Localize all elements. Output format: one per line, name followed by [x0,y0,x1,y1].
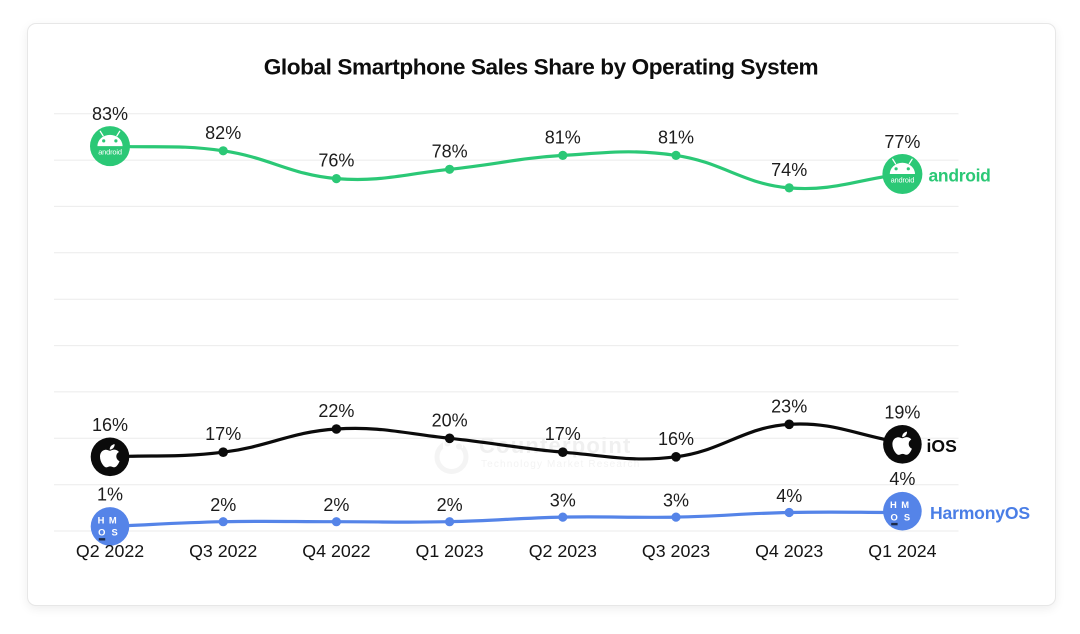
svg-text:android: android [891,175,915,184]
svg-text:16%: 16% [92,415,128,435]
svg-text:android: android [929,166,991,186]
svg-text:Q1 2023: Q1 2023 [415,541,483,561]
svg-text:81%: 81% [658,127,694,147]
svg-text:23%: 23% [771,396,807,416]
svg-text:S: S [111,527,117,538]
svg-text:4%: 4% [889,469,915,489]
svg-text:M: M [901,499,909,510]
svg-text:Q3 2022: Q3 2022 [189,541,257,561]
svg-text:2%: 2% [323,495,349,515]
svg-text:2%: 2% [437,495,463,515]
svg-text:17%: 17% [545,424,581,444]
svg-text:2%: 2% [210,495,236,515]
svg-text:22%: 22% [318,401,354,421]
svg-text:4%: 4% [776,486,802,506]
svg-text:H: H [98,514,105,525]
svg-text:82%: 82% [205,123,241,143]
svg-text:Q1 2024: Q1 2024 [868,541,936,561]
svg-text:83%: 83% [92,104,128,124]
svg-text:3%: 3% [550,491,576,511]
svg-text:19%: 19% [884,402,920,422]
svg-text:78%: 78% [432,141,468,161]
svg-text:Q4 2023: Q4 2023 [755,541,823,561]
svg-text:S: S [904,511,910,522]
svg-text:Q2 2023: Q2 2023 [529,541,597,561]
svg-text:3%: 3% [663,491,689,511]
svg-text:H: H [890,499,897,510]
svg-text:1%: 1% [97,484,123,504]
svg-text:Q3 2023: Q3 2023 [642,541,710,561]
svg-text:O: O [98,527,105,538]
svg-text:74%: 74% [771,160,807,180]
svg-text:Q4 2022: Q4 2022 [302,541,370,561]
svg-text:O: O [891,511,898,522]
svg-text:iOS: iOS [927,436,958,456]
svg-text:M: M [109,514,117,525]
svg-text:20%: 20% [432,410,468,430]
svg-text:76%: 76% [318,151,354,171]
svg-text:81%: 81% [545,127,581,147]
svg-text:Technology Market Research: Technology Market Research [481,459,640,470]
svg-text:Q2 2022: Q2 2022 [76,541,144,561]
svg-text:Global Smartphone Sales Share: Global Smartphone Sales Share by Operati… [264,54,818,79]
svg-text:HarmonyOS: HarmonyOS [930,503,1030,523]
svg-text:17%: 17% [205,424,241,444]
svg-text:16%: 16% [658,429,694,449]
svg-text:android: android [98,147,122,156]
svg-text:77%: 77% [884,132,920,152]
